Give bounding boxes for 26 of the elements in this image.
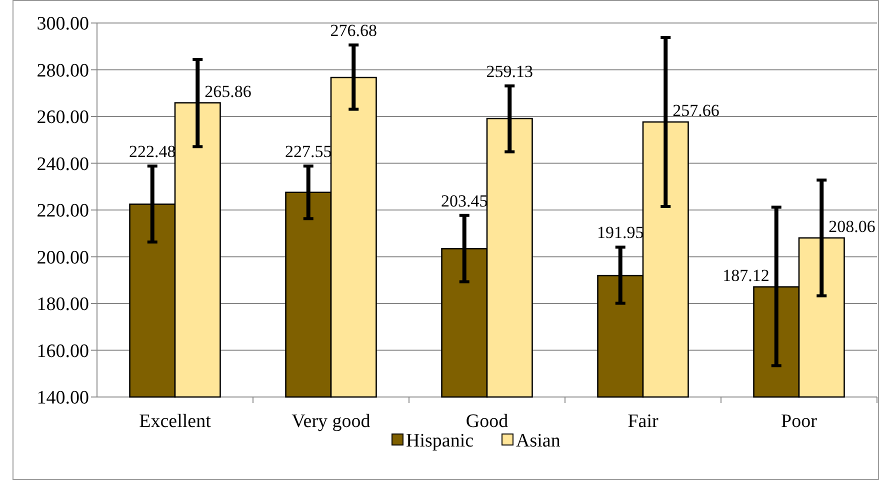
x-tick-label: Very good	[292, 411, 371, 432]
data-label: 227.55	[285, 142, 332, 162]
data-label: 222.48	[129, 142, 176, 162]
y-tick-label: 180.00	[36, 294, 89, 316]
y-tick-label: 280.00	[36, 60, 89, 82]
x-tick-label: Good	[466, 411, 509, 432]
y-tick-label: 260.00	[36, 107, 89, 128]
y-tick-label: 140.00	[36, 388, 89, 409]
data-label: 265.86	[204, 82, 252, 101]
data-label: 259.13	[486, 62, 533, 81]
legend-label: Asian	[516, 430, 561, 452]
data-label: 191.95	[597, 223, 644, 242]
y-tick-label: 160.00	[36, 340, 89, 362]
data-label: 257.66	[672, 100, 720, 120]
data-label: 276.68	[330, 20, 377, 40]
legend-label: Hispanic	[406, 430, 474, 452]
y-tick-label: 220.00	[36, 200, 89, 222]
y-tick-label: 240.00	[36, 154, 89, 175]
data-label: 203.45	[441, 191, 488, 210]
data-label: 208.06	[828, 216, 876, 236]
x-tick-label: Poor	[781, 411, 818, 432]
y-tick-label: 200.00	[36, 247, 89, 268]
x-tick-label: Excellent	[139, 411, 212, 432]
x-tick-label: Fair	[628, 411, 659, 432]
y-tick-label: 300.00	[36, 14, 89, 35]
data-label: 187.12	[722, 266, 770, 285]
